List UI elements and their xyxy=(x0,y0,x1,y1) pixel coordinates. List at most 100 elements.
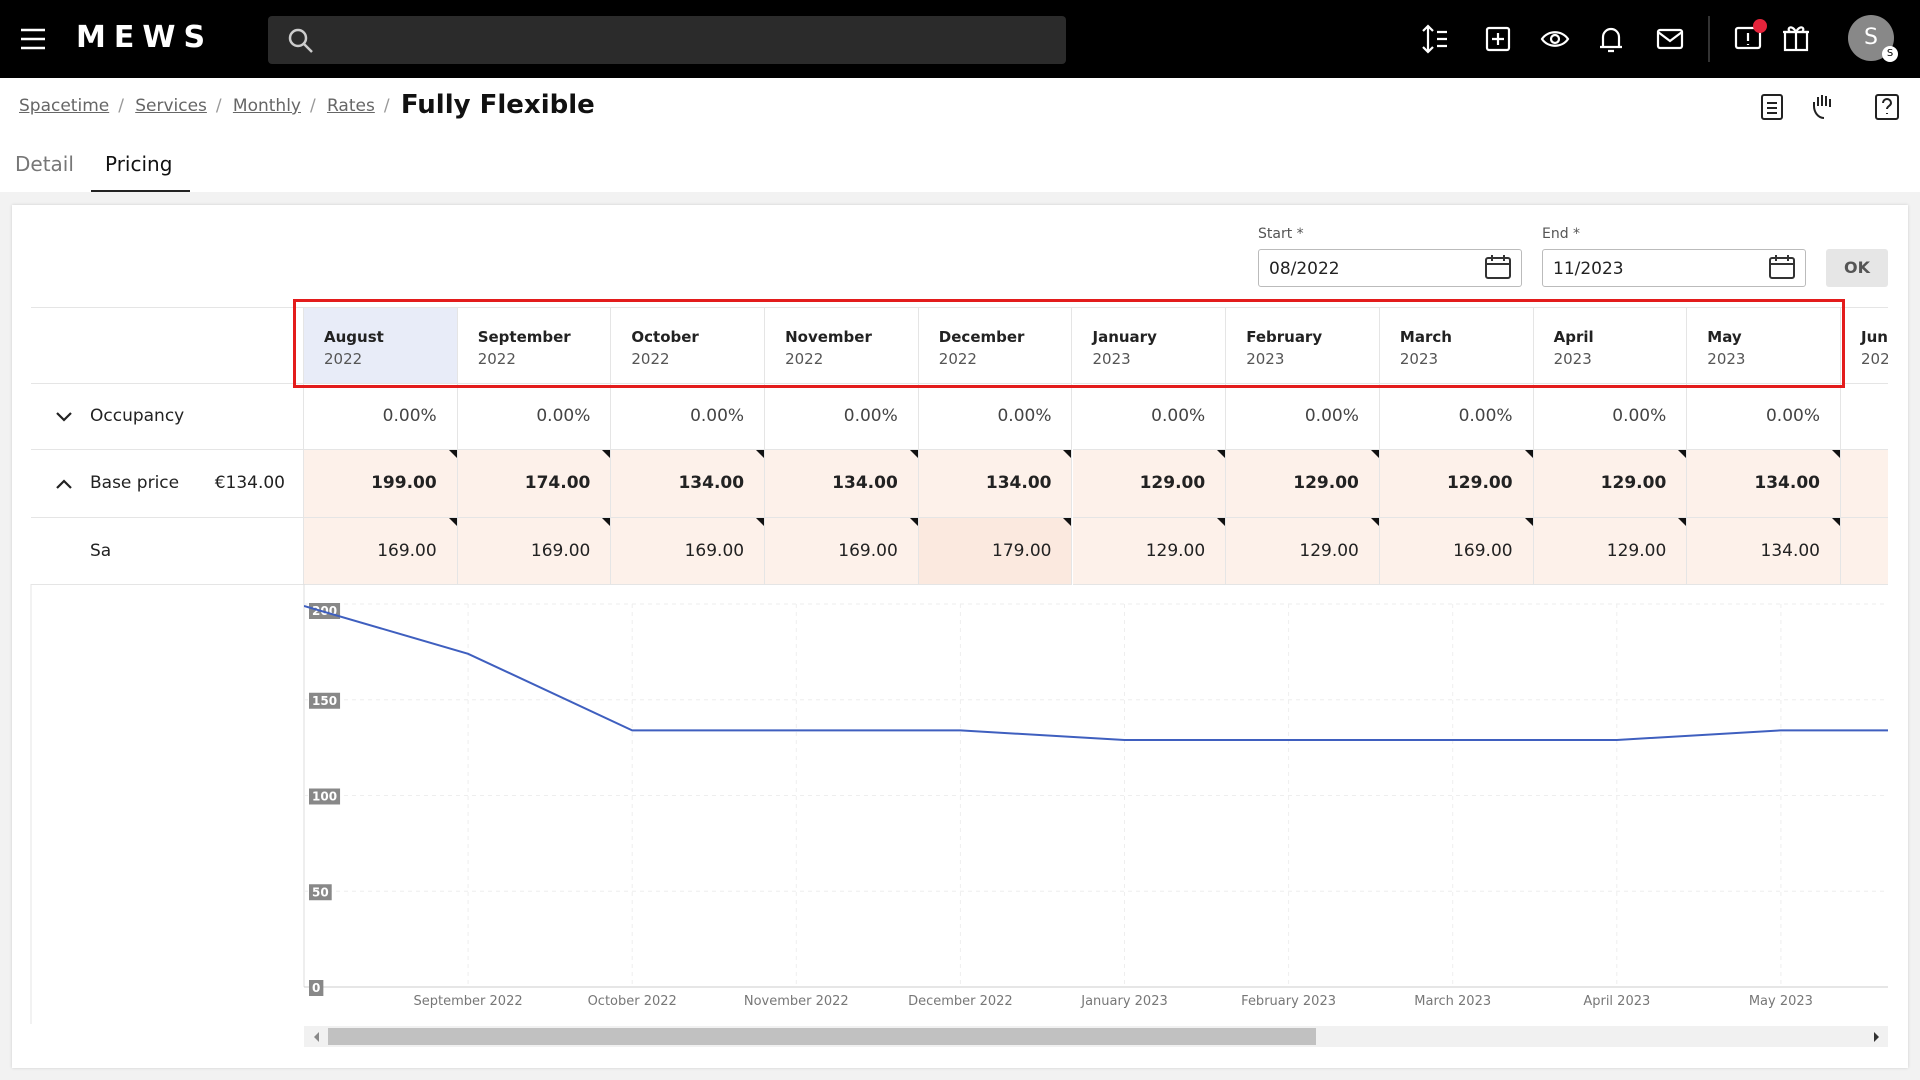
year: 2023 xyxy=(1707,350,1746,368)
table-cell: 134.00 xyxy=(611,450,766,518)
y-tick-box xyxy=(309,788,341,805)
month: August xyxy=(324,328,384,346)
table-cell: 134.00 xyxy=(1687,518,1841,585)
menu-icon[interactable] xyxy=(20,28,46,50)
year: 2023 xyxy=(1092,350,1131,368)
y-tick-box xyxy=(309,884,332,901)
breadcrumb-link[interactable]: Spacetime xyxy=(19,96,110,116)
column-header: January 2023 xyxy=(1072,308,1227,384)
cell-value: 0.00% xyxy=(536,406,591,426)
cell-value: 0.00% xyxy=(1612,406,1667,426)
table-cell: 0.00% xyxy=(918,384,1073,450)
month: March xyxy=(1399,328,1452,346)
cell-value: 0.00% xyxy=(843,406,898,426)
x-tick-label: May 2023 xyxy=(1749,994,1813,1009)
month: November xyxy=(785,328,872,346)
divider xyxy=(1708,16,1710,62)
cell-value: 169.00 xyxy=(838,540,898,561)
month: February xyxy=(1246,328,1323,346)
scroll-thumb[interactable] xyxy=(328,1028,1316,1045)
year: 2023 xyxy=(1861,350,1888,368)
breadcrumb-separator: / xyxy=(118,96,124,116)
x-tick-label: September 2022 xyxy=(414,994,523,1009)
year: 2023 xyxy=(1246,350,1285,368)
month: April xyxy=(1553,328,1594,346)
y-tick: 0 xyxy=(309,980,324,996)
cell-value: 129.00 xyxy=(1293,473,1359,493)
table-cell xyxy=(1841,518,1888,585)
start-input[interactable]: 08/2022 xyxy=(1258,249,1522,287)
table-cell: 174.00 xyxy=(457,450,612,518)
help-gift-icons[interactable] xyxy=(1730,18,1810,58)
month: January xyxy=(1092,328,1157,346)
x-tick-label: February 2023 xyxy=(1241,994,1336,1009)
table-cell: 129.00 xyxy=(1072,518,1227,585)
table-cell: 0.00% xyxy=(765,384,919,450)
breadcrumb-link[interactable]: Rates xyxy=(326,96,375,116)
column-header: February 2023 xyxy=(1226,308,1380,384)
cell-value: 134.00 xyxy=(678,473,745,493)
calendar-icons[interactable] xyxy=(1484,254,1824,282)
column-header: April 2023 xyxy=(1533,308,1688,384)
cell-value: 129.00 xyxy=(1299,540,1359,561)
page-actions[interactable] xyxy=(1756,92,1906,122)
year: 2022 xyxy=(785,350,824,368)
cell-value: 129.00 xyxy=(1600,473,1667,493)
breadcrumb-separator: / xyxy=(383,96,390,116)
cell-value: 134.00 xyxy=(1754,473,1820,493)
ok-button[interactable]: OK xyxy=(1826,249,1888,287)
y-tick-label: 50 xyxy=(312,885,329,899)
cell-value: 169.00 xyxy=(530,540,591,561)
corner xyxy=(31,308,304,384)
row-header: Occupancy xyxy=(31,384,304,450)
year: 2022 xyxy=(631,350,670,368)
table-cell: 179.00 xyxy=(918,518,1073,585)
column-header: August 2022 xyxy=(304,308,458,384)
end-input[interactable]: 11/2023 xyxy=(1542,249,1806,287)
row-label: Occupancy xyxy=(90,406,185,426)
start-label: Start * xyxy=(1258,226,1304,242)
toolbar-icons[interactable] xyxy=(1420,22,1710,56)
pricing-table: August 2022 September 2022 October 2022 Novemb… xyxy=(31,307,1888,585)
month: September xyxy=(477,328,571,346)
x-tick-label: March 2023 xyxy=(1414,994,1491,1009)
scroll-right[interactable] xyxy=(1874,1032,1879,1042)
table-cell: 0.00% xyxy=(1687,384,1841,450)
breadcrumb-link[interactable]: Monthly xyxy=(232,96,301,116)
cell-value: 0.00% xyxy=(997,406,1052,426)
table-cell: 169.00 xyxy=(457,518,612,585)
x-tick-label: April 2023 xyxy=(1583,994,1650,1009)
breadcrumb-link[interactable]: Services xyxy=(135,96,207,116)
cell-value: 169.00 xyxy=(684,540,745,561)
year: 2023 xyxy=(1553,350,1592,368)
cell-value: 0.00% xyxy=(1151,406,1206,426)
y-tick-box xyxy=(309,980,324,996)
y-tick: 100 xyxy=(309,788,341,805)
x-tick-label: October 2022 xyxy=(588,994,677,1009)
column-header: May 2023 xyxy=(1687,308,1841,384)
x-tick-label: December 2022 xyxy=(908,994,1013,1009)
collapse-icon[interactable] xyxy=(55,476,73,496)
year: 2022 xyxy=(477,350,516,368)
cell-value: 134.00 xyxy=(832,473,898,493)
search[interactable] xyxy=(268,16,1066,64)
column-header: March 2023 xyxy=(1379,308,1534,384)
tab[interactable]: Pricing xyxy=(105,152,173,176)
table-cell: 129.00 xyxy=(1533,518,1688,585)
logo[interactable]: MEWS xyxy=(76,20,214,55)
column-header: December 2022 xyxy=(918,308,1073,384)
table-cell: 0.00% xyxy=(1072,384,1227,450)
scroll-left[interactable] xyxy=(314,1032,319,1042)
cell-value: 174.00 xyxy=(524,473,591,493)
cell-value: 134.00 xyxy=(985,473,1052,493)
end-value: 11/2023 xyxy=(1553,259,1624,279)
year: 2022 xyxy=(324,350,363,368)
avatar[interactable]: S xyxy=(1848,15,1894,61)
expand-icon[interactable] xyxy=(55,409,73,429)
line-series xyxy=(304,604,1888,741)
table-cell: 0.00% xyxy=(304,384,458,450)
table-cell: 0.00% xyxy=(457,384,612,450)
cell-value: 134.00 xyxy=(1760,540,1820,561)
tab[interactable]: Detail xyxy=(15,152,74,176)
table-cell: 129.00 xyxy=(1226,450,1380,518)
